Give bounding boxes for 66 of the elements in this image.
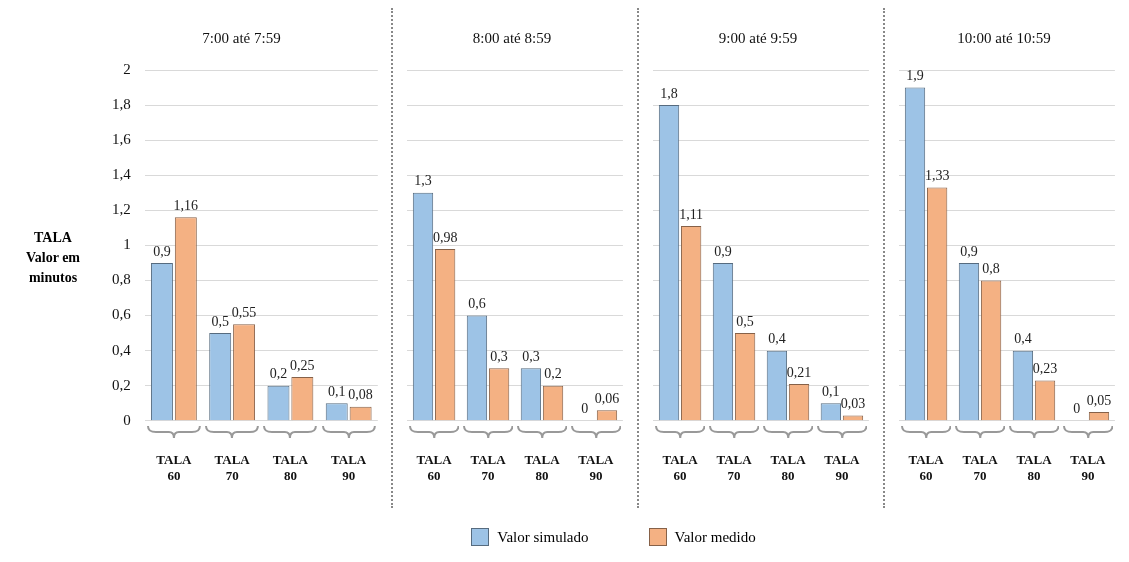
data-label: 0,9 bbox=[960, 243, 978, 259]
data-label: 0,98 bbox=[432, 229, 458, 245]
y-tick-label: 2 bbox=[123, 60, 131, 77]
x-tick-label: TALA 60 bbox=[662, 451, 699, 483]
chart-title: 8:00 até 8:59 bbox=[472, 29, 552, 46]
x-tick-label: TALA 60 bbox=[156, 451, 193, 483]
data-label: 1,8 bbox=[660, 85, 678, 101]
data-label: 0,25 bbox=[290, 357, 315, 373]
legend-label: Valor medido bbox=[674, 528, 756, 546]
y-tick-label: 1 bbox=[123, 236, 131, 253]
data-label: 0,1 bbox=[822, 383, 840, 399]
x-tick-label: TALA 70 bbox=[214, 451, 251, 483]
data-label: 1,9 bbox=[906, 68, 924, 84]
data-label: 0,5 bbox=[736, 313, 754, 329]
data-label: 1,16 bbox=[173, 198, 199, 214]
data-label: 0,05 bbox=[1086, 392, 1112, 408]
data-label: 0,08 bbox=[348, 387, 373, 403]
data-label: 1,3 bbox=[414, 173, 432, 189]
data-label: 0,55 bbox=[231, 305, 257, 320]
x-tick-label: TALA 90 bbox=[331, 451, 367, 483]
data-label: 1,33 bbox=[924, 168, 950, 184]
x-tick-label: TALA 90 bbox=[1070, 451, 1107, 483]
x-tick-label: TALA 70 bbox=[470, 451, 507, 483]
y-tick-label: 0,2 bbox=[112, 376, 131, 393]
data-label: 0,9 bbox=[153, 243, 171, 259]
y-tick-label: 1,4 bbox=[112, 166, 132, 183]
data-label: 0,21 bbox=[786, 364, 812, 380]
data-label: 0,6 bbox=[468, 296, 486, 312]
data-label: 0,1 bbox=[327, 383, 346, 399]
x-tick-label: TALA 80 bbox=[1016, 451, 1053, 483]
chart-title: 7:00 até 7:59 bbox=[202, 29, 281, 46]
data-label: 0,06 bbox=[594, 390, 620, 406]
x-tick-label: TALA 60 bbox=[416, 451, 453, 483]
x-tick-label: TALA 80 bbox=[272, 451, 309, 483]
y-tick-label: 0,8 bbox=[112, 271, 131, 288]
y-tick-label: 1,6 bbox=[112, 131, 132, 148]
x-tick-label: TALA 70 bbox=[716, 451, 753, 483]
y-tick-label: 0,6 bbox=[112, 306, 132, 323]
data-label: 0,5 bbox=[211, 313, 229, 329]
data-label: 0,03 bbox=[840, 396, 866, 412]
data-label: 0 bbox=[1073, 401, 1081, 417]
chart-title: 9:00 até 9:59 bbox=[718, 29, 798, 46]
data-label: 0,23 bbox=[1032, 361, 1058, 377]
y-tick-label: 1,8 bbox=[112, 96, 131, 113]
y-tick-label: 0 bbox=[123, 411, 131, 428]
x-tick-label: TALA 70 bbox=[962, 451, 999, 483]
data-label: 0,4 bbox=[1014, 331, 1032, 347]
chart-title: 10:00 até 10:59 bbox=[957, 29, 1051, 46]
data-label: 0,2 bbox=[269, 366, 288, 382]
x-tick-label: TALA 90 bbox=[578, 451, 615, 483]
data-label: 0,2 bbox=[544, 366, 562, 382]
x-tick-label: TALA 60 bbox=[908, 451, 945, 483]
y-tick-label: 0,4 bbox=[112, 341, 132, 358]
x-tick-label: TALA 90 bbox=[824, 451, 861, 483]
data-label: 0,3 bbox=[490, 348, 508, 364]
data-label: 1,11 bbox=[679, 206, 704, 222]
data-label: 0 bbox=[581, 401, 589, 417]
y-tick-label: 1,2 bbox=[112, 201, 131, 218]
data-label: 0,8 bbox=[982, 261, 1000, 277]
x-tick-label: TALA 80 bbox=[770, 451, 807, 483]
data-label: 0,4 bbox=[768, 331, 786, 347]
data-label: 0,9 bbox=[714, 243, 732, 259]
legend-label: Valor simulado bbox=[497, 528, 589, 546]
data-label: 0,3 bbox=[522, 348, 540, 364]
x-tick-label: TALA 80 bbox=[524, 451, 561, 483]
y-axis-title: TALA Valor em minutos bbox=[24, 229, 82, 287]
